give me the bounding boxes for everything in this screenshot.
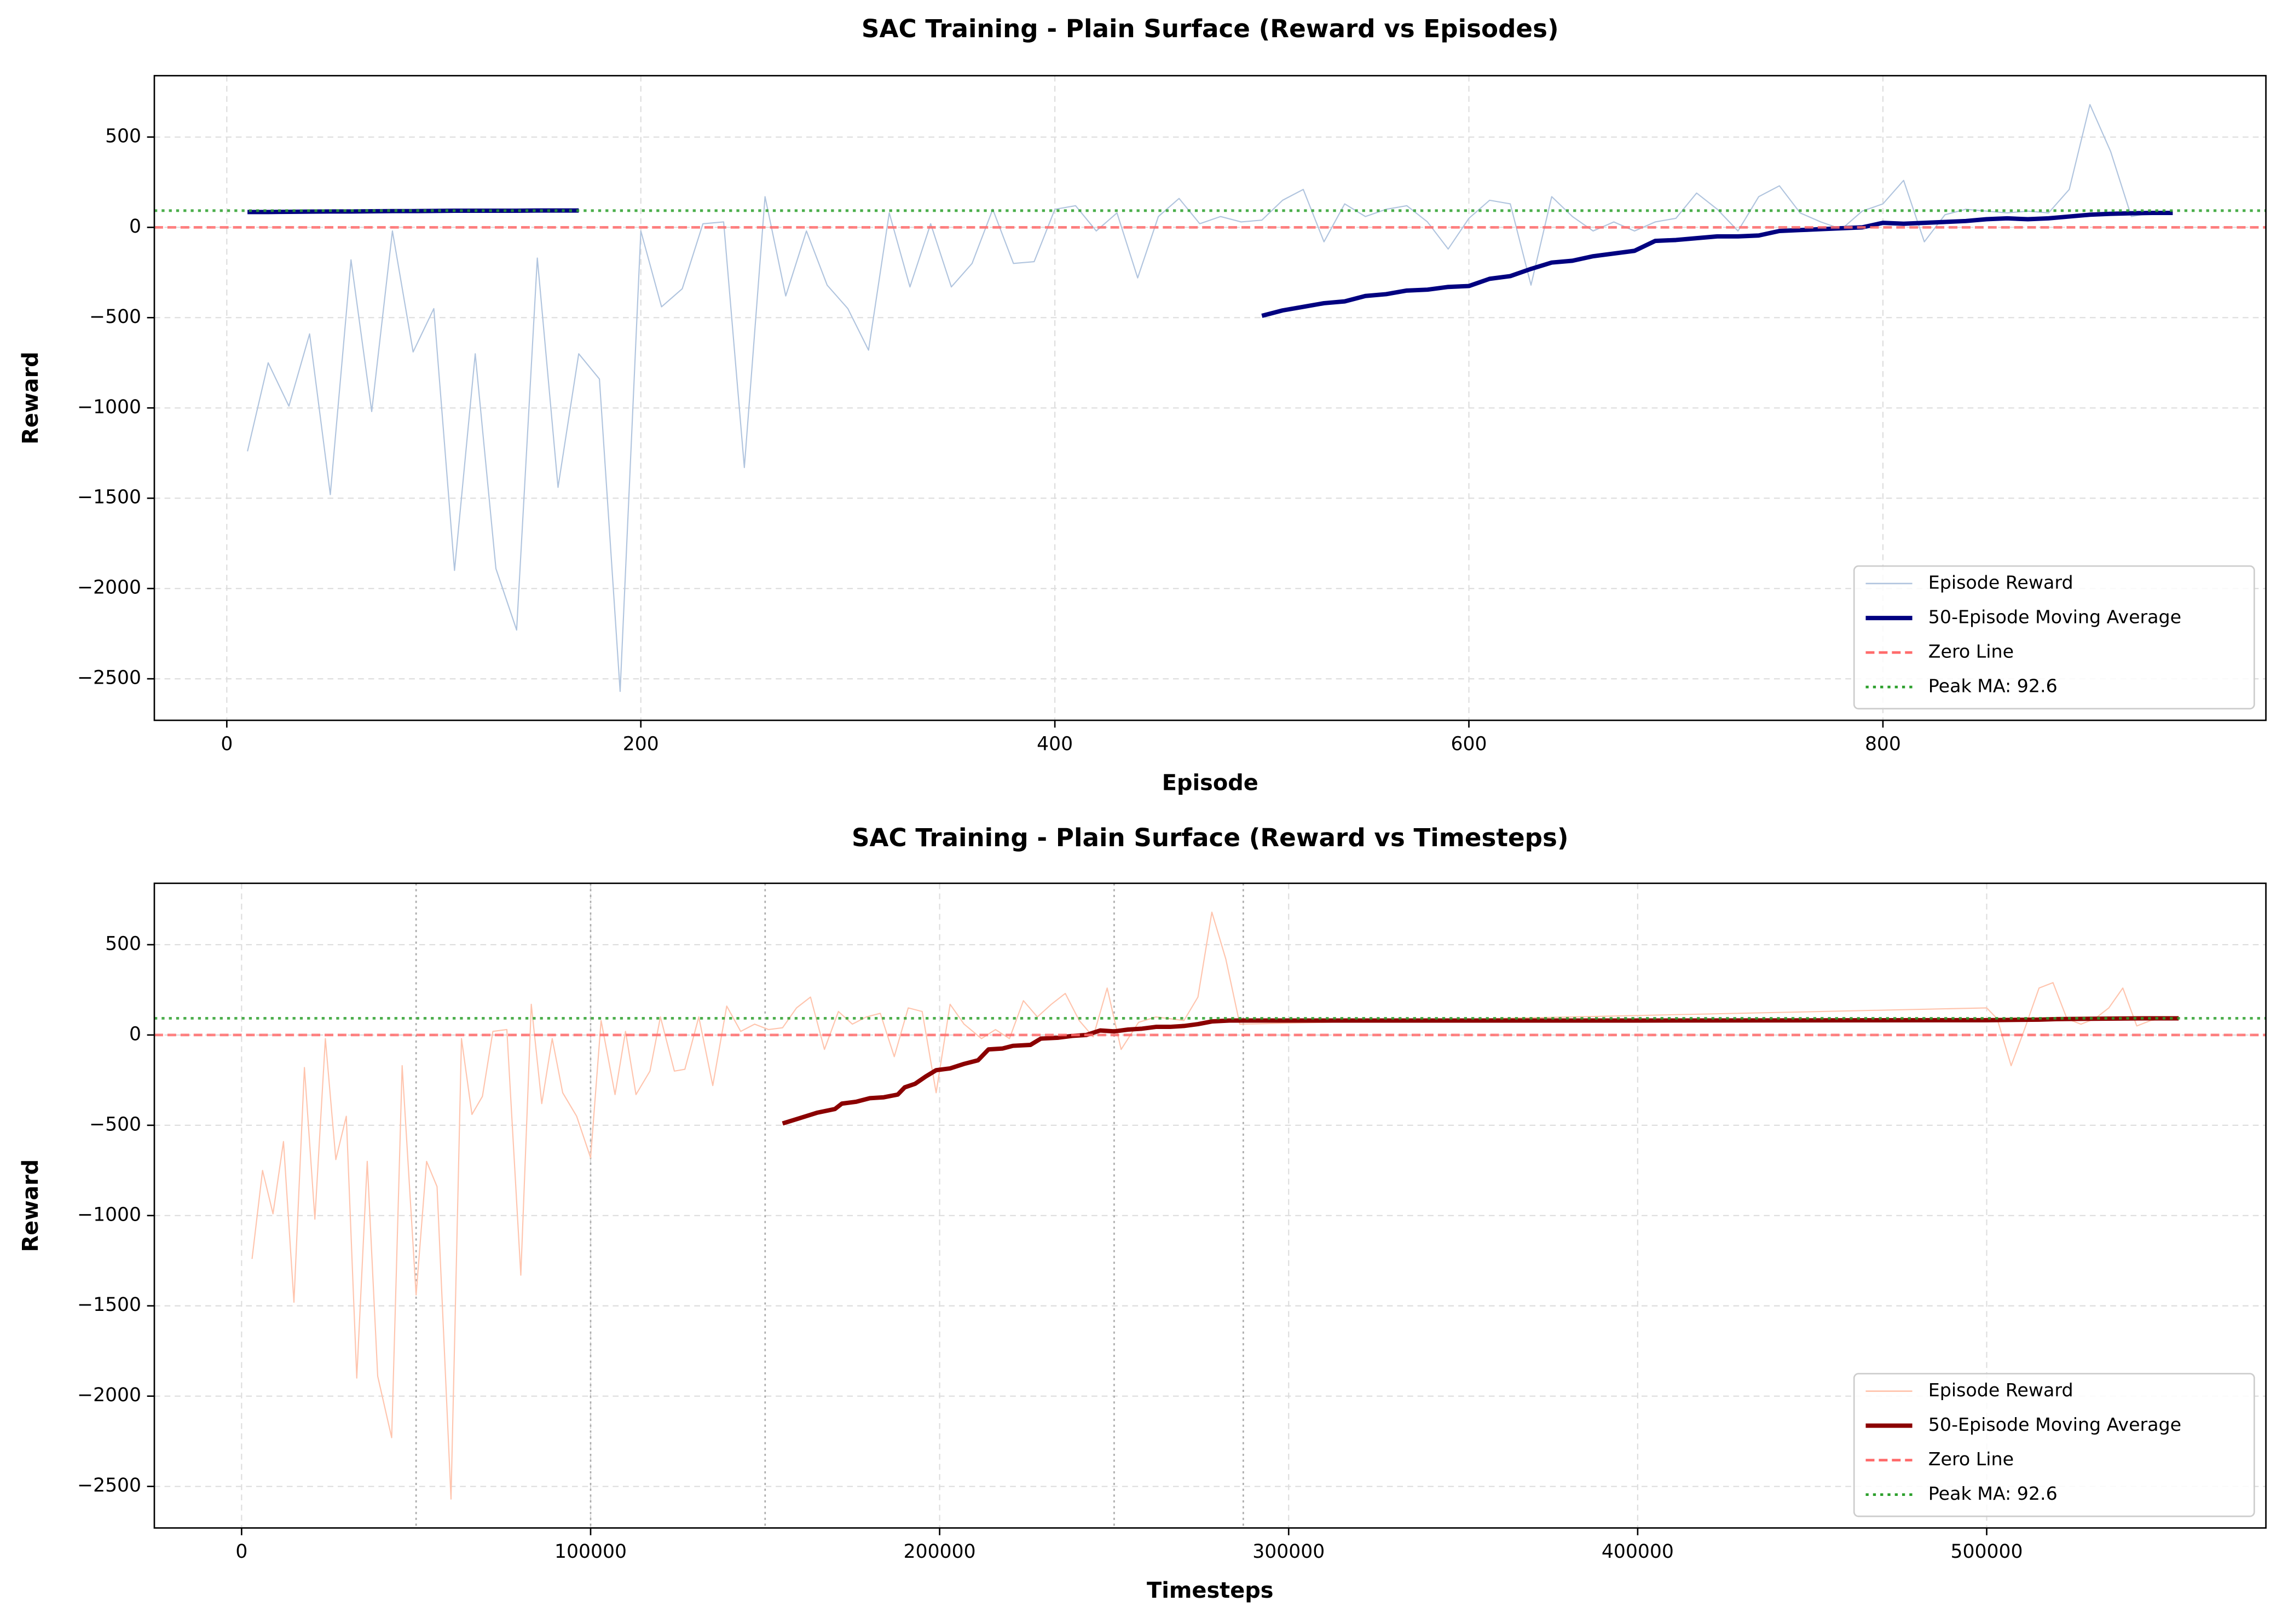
x-tick-label: 800	[1865, 733, 1901, 755]
legend-label: Peak MA: 92.6	[1928, 1483, 2058, 1504]
y-tick-label: −500	[89, 306, 141, 328]
legend-box	[1853, 1373, 2255, 1517]
legend-label: Episode Reward	[1928, 572, 2073, 593]
x-tick-label: 400000	[1602, 1541, 1674, 1563]
y-tick-label: −1000	[77, 396, 141, 418]
plot-frame	[153, 882, 2267, 1529]
legend-label: 50-Episode Moving Average	[1928, 606, 2181, 628]
legend-box	[1853, 565, 2255, 710]
y-tick-label: 0	[129, 216, 141, 238]
y-tick-label: −500	[89, 1113, 141, 1135]
chart-title: SAC Training - Plain Surface (Reward vs …	[862, 14, 1559, 43]
x-tick-label: 500000	[1951, 1541, 2023, 1563]
y-tick-label: −2500	[77, 667, 141, 689]
x-tick-label: 100000	[554, 1541, 627, 1563]
chart-title: SAC Training - Plain Surface (Reward vs …	[852, 823, 1569, 852]
series-line	[782, 1016, 2179, 1126]
y-tick-label: −1500	[77, 487, 141, 508]
series-line	[251, 911, 2179, 1500]
x-axis-label: Timesteps	[1147, 1578, 1274, 1603]
y-tick-label: 0	[129, 1023, 141, 1045]
legend-label: Peak MA: 92.6	[1928, 675, 2058, 697]
plot	[154, 911, 2266, 1500]
legend-label: 50-Episode Moving Average	[1928, 1414, 2181, 1435]
y-tick-label: −1000	[77, 1204, 141, 1226]
x-tick-label: 400	[1037, 733, 1073, 755]
x-tick-label: 200	[623, 733, 659, 755]
plot	[154, 103, 2266, 692]
y-axis-label: Reward	[18, 1159, 43, 1252]
x-tick-label: 300000	[1252, 1541, 1325, 1563]
legend-label: Zero Line	[1928, 641, 2014, 662]
y-tick-label: −1500	[77, 1294, 141, 1316]
y-tick-label: 500	[105, 933, 141, 955]
legend-label: Episode Reward	[1928, 1379, 2073, 1401]
series-line	[247, 103, 2173, 692]
x-tick-label: 0	[235, 1541, 247, 1563]
x-axis-label: Episode	[1162, 770, 1258, 795]
x-tick-label: 0	[221, 733, 233, 755]
x-tick-label: 600	[1451, 733, 1487, 755]
y-axis-label: Reward	[18, 351, 43, 444]
y-tick-label: −2000	[77, 577, 141, 599]
y-tick-label: −2000	[77, 1384, 141, 1406]
y-tick-label: −2500	[77, 1475, 141, 1496]
y-tick-label: 500	[105, 125, 141, 147]
plot-frame	[153, 74, 2267, 721]
legend-label: Zero Line	[1928, 1448, 2014, 1470]
x-tick-label: 200000	[904, 1541, 976, 1563]
